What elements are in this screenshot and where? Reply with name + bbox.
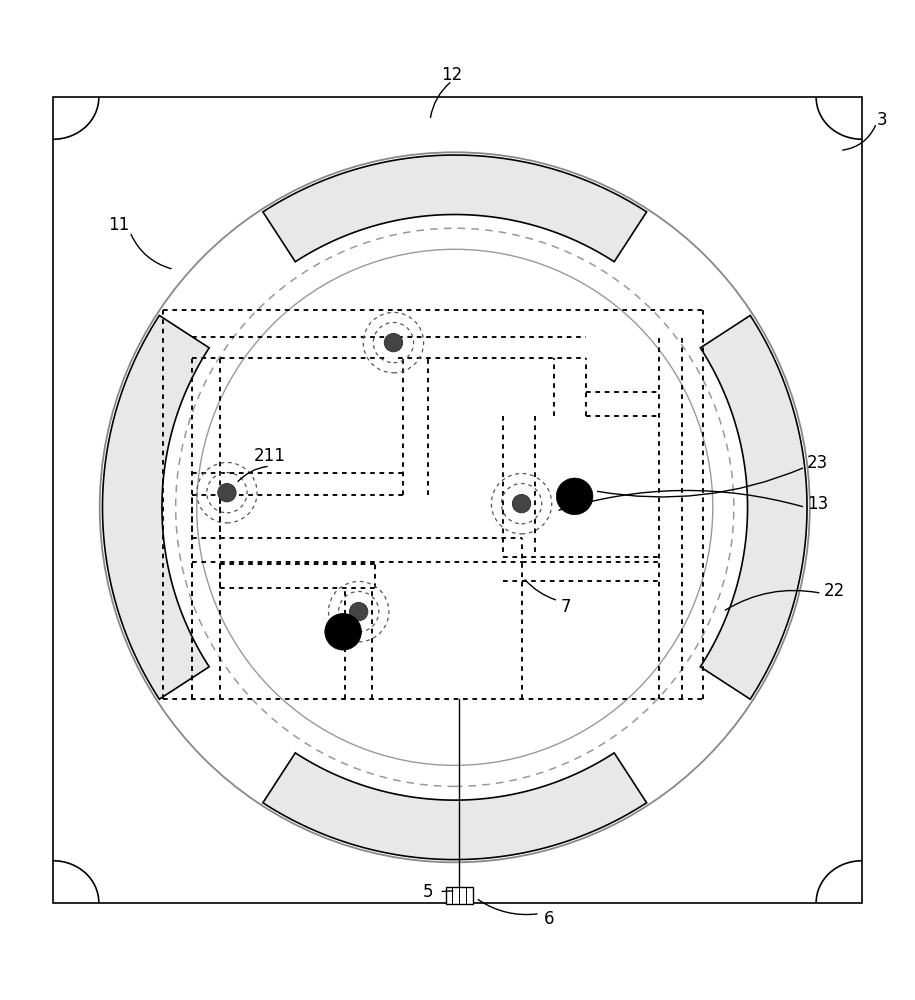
Polygon shape bbox=[700, 315, 807, 699]
Circle shape bbox=[556, 478, 593, 515]
Polygon shape bbox=[263, 753, 647, 860]
Circle shape bbox=[384, 333, 403, 352]
Polygon shape bbox=[263, 155, 647, 262]
Polygon shape bbox=[102, 315, 210, 699]
Circle shape bbox=[325, 613, 361, 650]
Text: 13: 13 bbox=[807, 495, 828, 513]
Text: 211: 211 bbox=[254, 447, 285, 465]
Text: 7: 7 bbox=[560, 598, 571, 616]
Text: 6: 6 bbox=[544, 910, 554, 928]
Text: 3: 3 bbox=[877, 111, 888, 129]
Circle shape bbox=[512, 495, 531, 513]
Text: 5: 5 bbox=[423, 883, 434, 901]
Circle shape bbox=[350, 602, 368, 621]
Circle shape bbox=[218, 484, 236, 502]
Bar bbox=[446, 887, 473, 904]
Text: 12: 12 bbox=[441, 66, 463, 84]
Text: 23: 23 bbox=[807, 454, 828, 472]
Text: 22: 22 bbox=[824, 582, 845, 600]
Text: 11: 11 bbox=[108, 217, 130, 234]
